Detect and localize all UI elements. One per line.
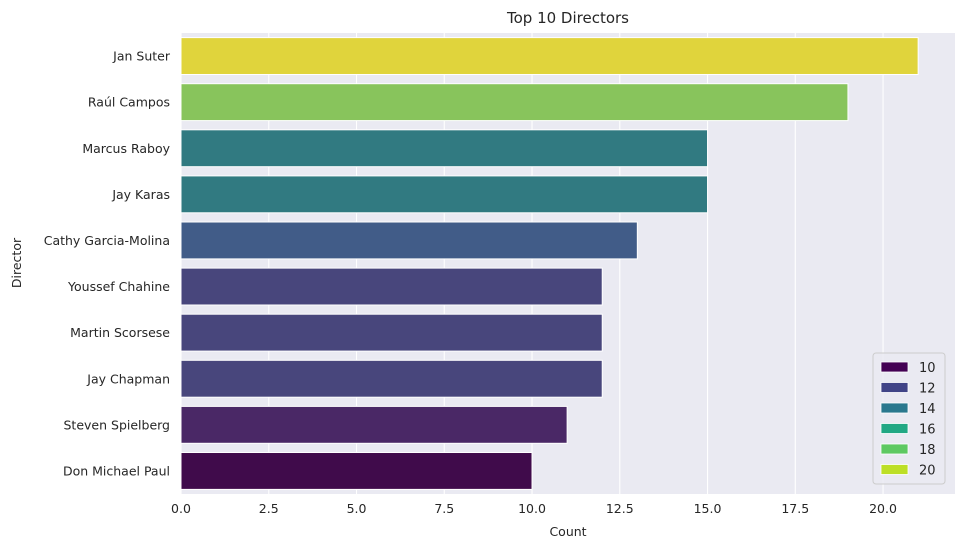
legend-swatch [880, 443, 909, 455]
x-tick-label: 17.5 [781, 501, 809, 516]
legend-swatch [880, 382, 909, 393]
legend-swatch [880, 464, 909, 475]
y-tick-label: Don Michael Paul [63, 463, 170, 478]
legend-label: 18 [919, 443, 936, 458]
y-tick-label: Jay Karas [111, 187, 170, 202]
legend-label: 14 [919, 402, 936, 417]
y-tick-label: Steven Spielberg [64, 417, 171, 432]
bar [180, 405, 568, 444]
bar [180, 452, 533, 490]
legend-swatch [880, 423, 909, 434]
x-tick-label: 20.0 [869, 501, 897, 516]
x-axis-label: Count [549, 524, 586, 539]
x-tick-label: 12.5 [606, 501, 634, 516]
bar [180, 359, 603, 398]
legend-label: 12 [919, 382, 936, 397]
bar [180, 221, 638, 260]
y-tick-label: Jan Suter [112, 49, 171, 64]
x-tick-label: 15.0 [694, 501, 722, 516]
legend-label: 20 [919, 464, 936, 479]
legend-swatch [880, 402, 909, 414]
y-tick-label: Martin Scorsese [70, 325, 170, 340]
x-tick-label: 0.0 [171, 501, 191, 516]
bar [180, 37, 919, 75]
y-tick-label: Jay Chapman [86, 371, 170, 386]
y-tick-label: Cathy Garcia-Molina [44, 233, 170, 248]
x-tick-label: 7.5 [434, 501, 454, 516]
bar [180, 313, 603, 352]
y-axis-label: Director [9, 237, 24, 288]
legend-label: 16 [919, 423, 936, 438]
y-tick-label: Youssef Chahine [67, 279, 170, 294]
legend-swatch [880, 361, 909, 373]
x-tick-label: 10.0 [518, 501, 546, 516]
y-tick-label: Marcus Raboy [82, 141, 170, 156]
bar [180, 267, 603, 306]
bar [180, 83, 849, 122]
legend-label: 10 [919, 361, 936, 376]
bar [180, 175, 709, 214]
y-tick-label: Raúl Campos [88, 95, 170, 110]
bar [180, 129, 709, 168]
chart-title: Top 10 Directors [506, 9, 629, 27]
x-tick-label: 5.0 [347, 501, 367, 516]
x-tick-label: 2.5 [259, 501, 279, 516]
